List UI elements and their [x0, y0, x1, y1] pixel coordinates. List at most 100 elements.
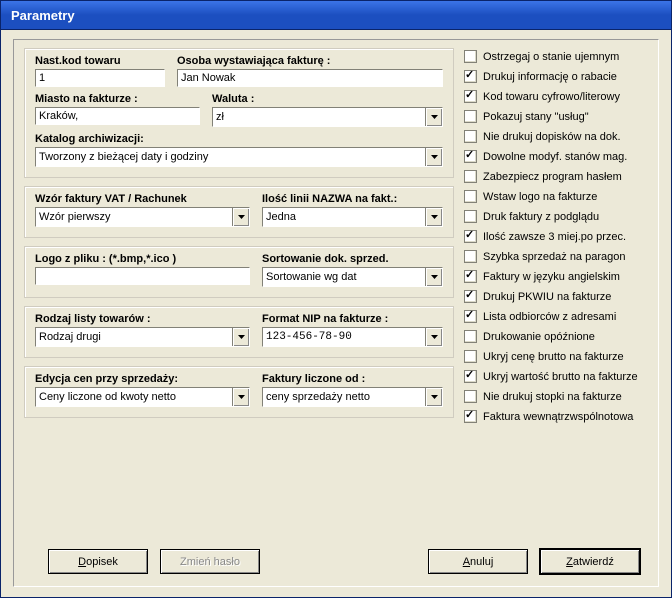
checkbox-0[interactable]: [464, 50, 477, 63]
checkbox-label-0: Ostrzegaj o stanie ujemnym: [483, 51, 619, 63]
checkbox-12[interactable]: [464, 290, 477, 303]
osoba-input[interactable]: [177, 69, 443, 87]
checkbox-label-18: Faktura wewnątrzwspólnotowa: [483, 411, 633, 423]
checkbox-row-13[interactable]: Lista odbiorców z adresami: [464, 310, 650, 323]
checkbox-label-17: Nie drukuj stopki na fakturze: [483, 391, 622, 403]
nast-input[interactable]: [35, 69, 165, 87]
checkbox-10[interactable]: [464, 250, 477, 263]
sort-combo[interactable]: Sortowanie wg dat: [262, 267, 443, 287]
checkbox-row-8[interactable]: Druk faktury z podglądu: [464, 210, 650, 223]
chevron-down-icon: [425, 388, 442, 406]
group-logo: Logo z pliku : (*.bmp,*.ico ) Sortowanie…: [24, 246, 454, 298]
checkbox-2[interactable]: [464, 90, 477, 103]
window-title: Parametry: [11, 8, 75, 23]
osoba-label: Osoba wystawiająca fakturę :: [177, 55, 443, 67]
checkbox-row-6[interactable]: Zabezpiecz program hasłem: [464, 170, 650, 183]
zatwierdz-button[interactable]: Zatwierdź: [540, 549, 640, 574]
checkbox-row-10[interactable]: Szybka sprzedaż na paragon: [464, 250, 650, 263]
checkbox-row-18[interactable]: Faktura wewnątrzwspólnotowa: [464, 410, 650, 423]
wzor-label: Wzór faktury VAT / Rachunek: [35, 193, 250, 205]
checkbox-row-11[interactable]: Faktury w języku angielskim: [464, 270, 650, 283]
checkbox-5[interactable]: [464, 150, 477, 163]
checkbox-row-0[interactable]: Ostrzegaj o stanie ujemnym: [464, 50, 650, 63]
edycja-combo[interactable]: Ceny liczone od kwoty netto: [35, 387, 250, 407]
rodzaj-combo[interactable]: Rodzaj drugi: [35, 327, 250, 347]
wzor-value: Wzór pierwszy: [39, 211, 111, 223]
checkbox-row-5[interactable]: Dowolne modyf. stanów mag.: [464, 150, 650, 163]
nip-combo[interactable]: 123-456-78-90: [262, 327, 443, 347]
parametry-window: Parametry Nast.kod towaru Osoba wystawia…: [0, 0, 672, 598]
faktury-combo[interactable]: ceny sprzedaży netto: [262, 387, 443, 407]
edycja-label: Edycja cen przy sprzedaży:: [35, 373, 250, 385]
checkbox-row-3[interactable]: Pokazuj stany "usług": [464, 110, 650, 123]
content-panel: Nast.kod towaru Osoba wystawiająca faktu…: [13, 39, 659, 587]
checkbox-14[interactable]: [464, 330, 477, 343]
group-general: Nast.kod towaru Osoba wystawiająca faktu…: [24, 48, 454, 178]
checkbox-label-3: Pokazuj stany "usług": [483, 111, 589, 123]
checkbox-label-10: Szybka sprzedaż na paragon: [483, 251, 625, 263]
waluta-combo[interactable]: zł: [212, 107, 443, 127]
checkbox-label-12: Drukuj PKWIU na fakturze: [483, 291, 611, 303]
checkbox-4[interactable]: [464, 130, 477, 143]
dopisek-button[interactable]: Dopisek: [48, 549, 148, 574]
chevron-down-icon: [425, 108, 442, 126]
waluta-value: zł: [216, 111, 224, 123]
checkbox-label-16: Ukryj wartość brutto na fakturze: [483, 371, 638, 383]
ilosc-combo[interactable]: Jedna: [262, 207, 443, 227]
checkbox-3[interactable]: [464, 110, 477, 123]
checkbox-row-15[interactable]: Ukryj cenę brutto na fakturze: [464, 350, 650, 363]
titlebar[interactable]: Parametry: [1, 1, 671, 30]
miasto-input[interactable]: [35, 107, 200, 125]
checkbox-11[interactable]: [464, 270, 477, 283]
checkbox-row-7[interactable]: Wstaw logo na fakturze: [464, 190, 650, 203]
checkbox-column: Ostrzegaj o stanie ujemnym Drukuj informa…: [464, 50, 650, 430]
checkbox-row-9[interactable]: Ilość zawsze 3 miej.po przec.: [464, 230, 650, 243]
zmien-haslo-button: Zmień hasło: [160, 549, 260, 574]
chevron-down-icon: [232, 328, 249, 346]
checkbox-8[interactable]: [464, 210, 477, 223]
katalog-combo[interactable]: Tworzony z bieżącej daty i godziny: [35, 147, 443, 167]
buttons-right: Anuluj Zatwierdź: [428, 549, 640, 574]
checkbox-label-15: Ukryj cenę brutto na fakturze: [483, 351, 624, 363]
checkbox-label-2: Kod towaru cyfrowo/literowy: [483, 91, 620, 103]
checkbox-label-5: Dowolne modyf. stanów mag.: [483, 151, 627, 163]
checkbox-15[interactable]: [464, 350, 477, 363]
checkbox-6[interactable]: [464, 170, 477, 183]
katalog-value: Tworzony z bieżącej daty i godziny: [39, 151, 208, 163]
checkbox-label-13: Lista odbiorców z adresami: [483, 311, 616, 323]
chevron-down-icon: [232, 388, 249, 406]
left-column: Nast.kod towaru Osoba wystawiająca faktu…: [24, 48, 454, 426]
checkbox-7[interactable]: [464, 190, 477, 203]
zmien-label: Zmień hasło: [180, 556, 240, 568]
logo-label: Logo z pliku : (*.bmp,*.ico ): [35, 253, 250, 265]
wzor-combo[interactable]: Wzór pierwszy: [35, 207, 250, 227]
zatwierdz-rest: atwierdź: [573, 556, 614, 568]
checkbox-row-2[interactable]: Kod towaru cyfrowo/literowy: [464, 90, 650, 103]
miasto-label: Miasto na fakturze :: [35, 93, 200, 105]
checkbox-row-12[interactable]: Drukuj PKWIU na fakturze: [464, 290, 650, 303]
nast-label: Nast.kod towaru: [35, 55, 165, 67]
nip-label: Format NIP na fakturze :: [262, 313, 443, 325]
checkbox-row-16[interactable]: Ukryj wartość brutto na fakturze: [464, 370, 650, 383]
checkbox-16[interactable]: [464, 370, 477, 383]
logo-input[interactable]: [35, 267, 250, 285]
checkbox-1[interactable]: [464, 70, 477, 83]
checkbox-label-9: Ilość zawsze 3 miej.po przec.: [483, 231, 626, 243]
anuluj-button[interactable]: Anuluj: [428, 549, 528, 574]
checkbox-17[interactable]: [464, 390, 477, 403]
checkbox-row-17[interactable]: Nie drukuj stopki na fakturze: [464, 390, 650, 403]
checkbox-row-1[interactable]: Drukuj informację o rabacie: [464, 70, 650, 83]
chevron-down-icon: [425, 328, 442, 346]
checkbox-row-14[interactable]: Drukowanie opóźnione: [464, 330, 650, 343]
checkbox-13[interactable]: [464, 310, 477, 323]
checkbox-label-1: Drukuj informację o rabacie: [483, 71, 617, 83]
checkbox-row-4[interactable]: Nie drukuj dopisków na dok.: [464, 130, 650, 143]
rodzaj-value: Rodzaj drugi: [39, 331, 101, 343]
anuluj-rest: nuluj: [470, 556, 493, 568]
faktury-label: Faktury liczone od :: [262, 373, 443, 385]
sort-label: Sortowanie dok. sprzed.: [262, 253, 443, 265]
checkbox-18[interactable]: [464, 410, 477, 423]
dopisek-rest: opisek: [86, 556, 118, 568]
checkbox-9[interactable]: [464, 230, 477, 243]
checkbox-label-7: Wstaw logo na fakturze: [483, 191, 597, 203]
